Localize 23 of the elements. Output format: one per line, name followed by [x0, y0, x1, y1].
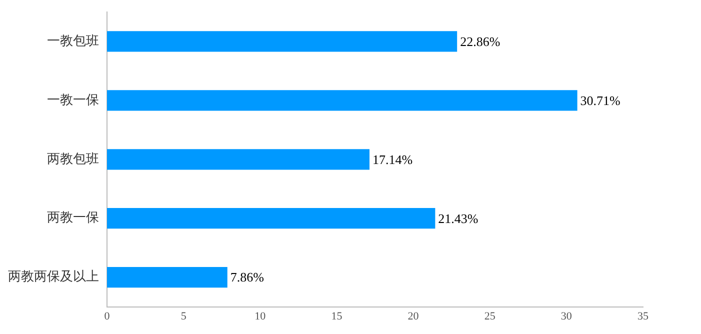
x-tick-label: 35	[638, 310, 649, 322]
x-tick-label: 30	[560, 310, 572, 322]
bar	[107, 208, 436, 229]
bar	[107, 90, 578, 111]
bar	[107, 31, 458, 52]
data-label: 30.71%	[580, 92, 621, 108]
data-label: 22.86%	[460, 34, 500, 49]
x-tick-label: 5	[180, 310, 187, 322]
x-tick-label: 15	[331, 310, 343, 322]
y-tick-label: 两教一保	[47, 210, 99, 226]
x-tick-label: 10	[254, 310, 266, 322]
data-label: 7.86%	[230, 270, 264, 285]
y-tick-label: 两教两保及以上	[8, 270, 99, 285]
data-label: 21.43%	[438, 210, 478, 226]
y-tick-label: 两教包班	[47, 152, 99, 167]
x-tick-label: 20	[408, 310, 420, 322]
x-tick-label: 25	[484, 310, 496, 322]
bar	[107, 149, 370, 170]
y-tick-label: 一教一保	[47, 92, 99, 108]
x-tick-label: 0	[104, 310, 110, 322]
data-label: 17.14%	[372, 152, 413, 167]
bar	[107, 267, 228, 288]
y-tick-label: 一教包班	[47, 34, 99, 49]
